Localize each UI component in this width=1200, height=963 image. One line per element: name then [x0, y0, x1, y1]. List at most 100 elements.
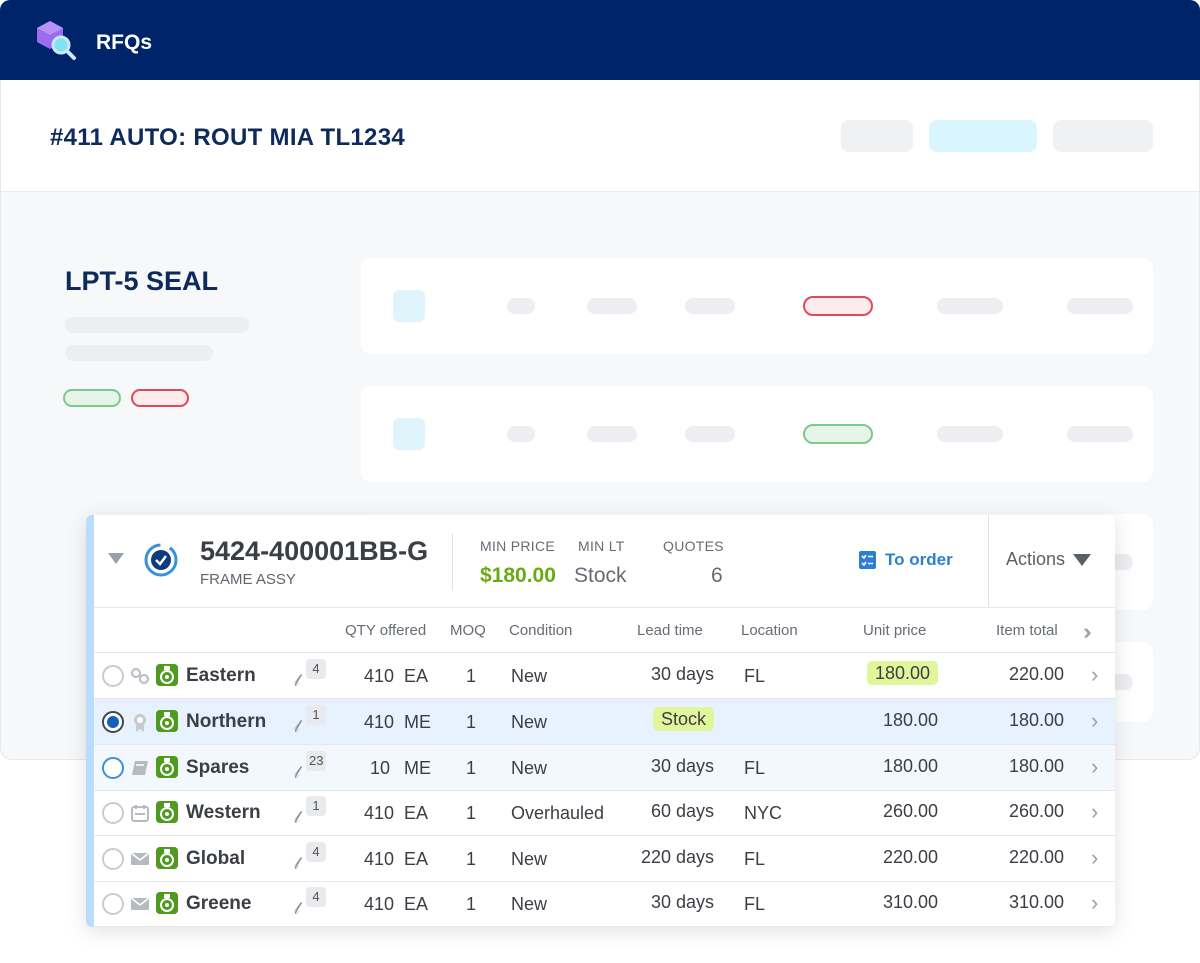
- column-unit-price[interactable]: Unit price: [863, 622, 927, 639]
- to-order-label: To order: [885, 550, 953, 569]
- moq: 1: [466, 666, 477, 686]
- book-icon: [130, 758, 150, 778]
- top-nav-bar: RFQs: [0, 0, 1200, 80]
- select-radio[interactable]: [102, 802, 124, 824]
- vendor-badge-icon: [156, 756, 178, 778]
- attachment-icon[interactable]: 𝓁: [294, 671, 300, 690]
- attachment-count: 4: [306, 659, 326, 679]
- placeholder-square: [393, 418, 425, 450]
- condition: New: [511, 849, 548, 869]
- select-radio[interactable]: [102, 665, 124, 687]
- rfq-title: #411 AUTO: ROUT MIA TL1234: [50, 124, 406, 151]
- header-button-2[interactable]: [929, 120, 1037, 152]
- placeholder-line: [587, 298, 637, 314]
- status-pill-red: [131, 389, 189, 407]
- attachment-icon[interactable]: 𝓁: [294, 808, 300, 827]
- table-row[interactable]: Spares 𝓁 23 10 ME 1 New 30 days FL 180.00 180.00 ›: [94, 745, 1115, 791]
- table-row[interactable]: Western 𝓁 1 410 EA 1 Overhauled 60 days NYC 260.0…: [94, 790, 1115, 836]
- min-price-value: $180.00: [480, 564, 556, 587]
- uom: EA: [404, 666, 429, 686]
- mail-icon: [130, 849, 150, 869]
- attachment-icon[interactable]: 𝓁: [294, 854, 300, 873]
- vendor-name[interactable]: Northern: [186, 711, 267, 732]
- column-moq[interactable]: MOQ: [450, 622, 486, 639]
- vendor-name[interactable]: Eastern: [186, 665, 256, 686]
- chevron-right-icon[interactable]: ›: [1091, 890, 1099, 915]
- lead-time: Stock: [652, 707, 714, 731]
- vendor-badge-icon: [156, 710, 178, 732]
- select-radio[interactable]: [102, 757, 124, 779]
- location: NYC: [744, 803, 783, 823]
- table-row[interactable]: Eastern 𝓁 4 410 EA 1 New 30 days FL 180.00 220.00 ›: [94, 653, 1115, 699]
- placeholder-line: [685, 298, 735, 314]
- moq: 1: [466, 803, 477, 823]
- vendor-name[interactable]: Greene: [186, 893, 252, 914]
- link-icon: [130, 666, 150, 686]
- chevron-right-icon[interactable]: ›: [1091, 754, 1099, 779]
- header-button-1[interactable]: [841, 120, 913, 152]
- placeholder-line: [685, 426, 735, 442]
- chevron-right-icon[interactable]: ›: [1091, 662, 1099, 687]
- column-lead-time[interactable]: Lead time: [637, 622, 703, 639]
- min-price-label: MIN PRICE: [480, 538, 556, 554]
- table-row[interactable]: Greene 𝓁 4 410 EA 1 New 30 days FL 310.00 310.00 ›: [94, 881, 1115, 927]
- placeholder-line: [937, 298, 1003, 314]
- uom: EA: [404, 803, 429, 823]
- table-header: QTY offered MOQ Condition Lead time Loca…: [94, 608, 1115, 653]
- qty-offered: 10: [370, 758, 391, 778]
- table-row[interactable]: Global 𝓁 4 410 EA 1 New 220 days FL 220.00 220.00 ›: [94, 836, 1115, 882]
- uom: EA: [404, 849, 429, 869]
- rfq-logo-icon: [37, 21, 76, 60]
- quotes-value: 6: [711, 564, 723, 587]
- vendor-badge-icon: [156, 847, 178, 869]
- lead-time: 30 days: [650, 664, 714, 684]
- chevron-right-icon[interactable]: ›: [1091, 845, 1099, 870]
- placeholder-line: [507, 426, 535, 442]
- column-condition[interactable]: Condition: [509, 622, 573, 639]
- collapse-caret-icon[interactable]: [108, 553, 124, 564]
- location: FL: [744, 849, 766, 869]
- to-order-button[interactable]: To order: [858, 550, 953, 570]
- select-radio[interactable]: [102, 848, 124, 870]
- chevron-right-icon[interactable]: ›: [1091, 799, 1099, 824]
- header-button-3[interactable]: [1053, 120, 1153, 152]
- item-total: 220.00: [1008, 847, 1064, 867]
- column-location[interactable]: Location: [741, 622, 798, 639]
- placeholder-line: [65, 345, 213, 361]
- condition: Overhauled: [511, 803, 605, 823]
- lead-time: 30 days: [650, 756, 714, 776]
- qty-offered: 410: [364, 666, 395, 686]
- attachment-icon[interactable]: 𝓁: [294, 899, 300, 918]
- checklist-icon: [859, 551, 876, 569]
- min-lt-label: MIN LT: [578, 538, 625, 554]
- attachment-icon[interactable]: 𝓁: [294, 763, 300, 782]
- chevron-right-icon[interactable]: ›: [1091, 708, 1099, 733]
- qty-offered: 410: [364, 849, 395, 869]
- expand-columns-icon[interactable]: ››: [1083, 619, 1091, 644]
- column-item-total[interactable]: Item total: [996, 622, 1058, 639]
- attachment-icon[interactable]: 𝓁: [294, 717, 300, 736]
- item-header: 5424-400001BB-G FRAME ASSY MIN PRICE $18…: [94, 515, 1115, 608]
- placeholder-card[interactable]: [361, 258, 1153, 354]
- table-row[interactable]: Northern 𝓁 1 410 ME 1 New Stock 180.00 180.00 ›: [94, 699, 1115, 745]
- placeholder-card[interactable]: [361, 386, 1153, 482]
- divider: [988, 515, 989, 607]
- item-total: 260.00: [1008, 801, 1064, 821]
- select-radio[interactable]: [102, 893, 124, 915]
- attachment-count: 1: [306, 796, 326, 816]
- qty-offered: 410: [364, 712, 395, 732]
- condition: New: [511, 712, 548, 732]
- column-qty-offered[interactable]: QTY offered: [345, 622, 427, 639]
- unit-price: 180.00: [866, 661, 938, 685]
- item-total: 310.00: [1008, 892, 1064, 912]
- actions-dropdown[interactable]: Actions: [1006, 549, 1092, 570]
- vendor-name[interactable]: Western: [186, 802, 261, 823]
- lead-time: 30 days: [650, 892, 714, 912]
- placeholder-line: [1067, 298, 1133, 314]
- qty-offered: 410: [364, 803, 395, 823]
- vendor-name[interactable]: Spares: [186, 757, 250, 778]
- dropdown-arrow-icon: [1073, 553, 1092, 566]
- vendor-name[interactable]: Global: [186, 848, 246, 869]
- location: FL: [744, 894, 766, 914]
- select-radio[interactable]: [102, 711, 124, 733]
